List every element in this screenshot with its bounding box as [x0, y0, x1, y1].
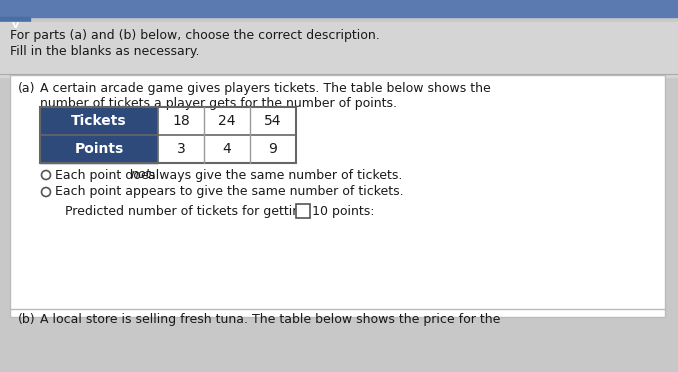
Bar	[0, 0, 678, 17]
Bar	[0, 17, 30, 34]
Bar	[296, 204, 310, 218]
Text: 3: 3	[177, 142, 185, 156]
Text: For parts (a) and (b) below, choose the correct description.: For parts (a) and (b) below, choose the …	[10, 29, 380, 42]
Bar	[10, 75, 665, 317]
Text: Predicted number of tickets for getting 10 points:: Predicted number of tickets for getting …	[65, 205, 374, 218]
Text: A local store is selling fresh tuna. The table below shows the price for the: A local store is selling fresh tuna. The…	[40, 313, 500, 326]
Text: 24: 24	[218, 114, 236, 128]
Bar	[0, 22, 678, 77]
Bar	[158, 107, 296, 163]
Text: (a): (a)	[18, 82, 35, 95]
Text: number of tickets a player gets for the number of points.: number of tickets a player gets for the …	[40, 97, 397, 110]
Bar	[40, 107, 296, 163]
Text: Each point appears to give the same number of tickets.: Each point appears to give the same numb…	[55, 186, 403, 199]
Bar	[40, 107, 158, 135]
Text: v: v	[12, 20, 18, 31]
Text: always give the same number of tickets.: always give the same number of tickets.	[144, 169, 403, 182]
Bar	[40, 135, 158, 163]
Text: 54: 54	[264, 114, 282, 128]
Circle shape	[41, 187, 50, 196]
Circle shape	[41, 170, 50, 180]
Text: Each point does: Each point does	[55, 169, 159, 182]
Text: 4: 4	[222, 142, 231, 156]
Text: Points: Points	[75, 142, 123, 156]
Text: A certain arcade game gives players tickets. The table below shows the: A certain arcade game gives players tick…	[40, 82, 491, 95]
Text: 9: 9	[268, 142, 277, 156]
Text: (b): (b)	[18, 313, 36, 326]
Text: Fill in the blanks as necessary.: Fill in the blanks as necessary.	[10, 45, 199, 58]
Text: not: not	[130, 169, 151, 182]
Text: Tickets: Tickets	[71, 114, 127, 128]
Text: 18: 18	[172, 114, 190, 128]
